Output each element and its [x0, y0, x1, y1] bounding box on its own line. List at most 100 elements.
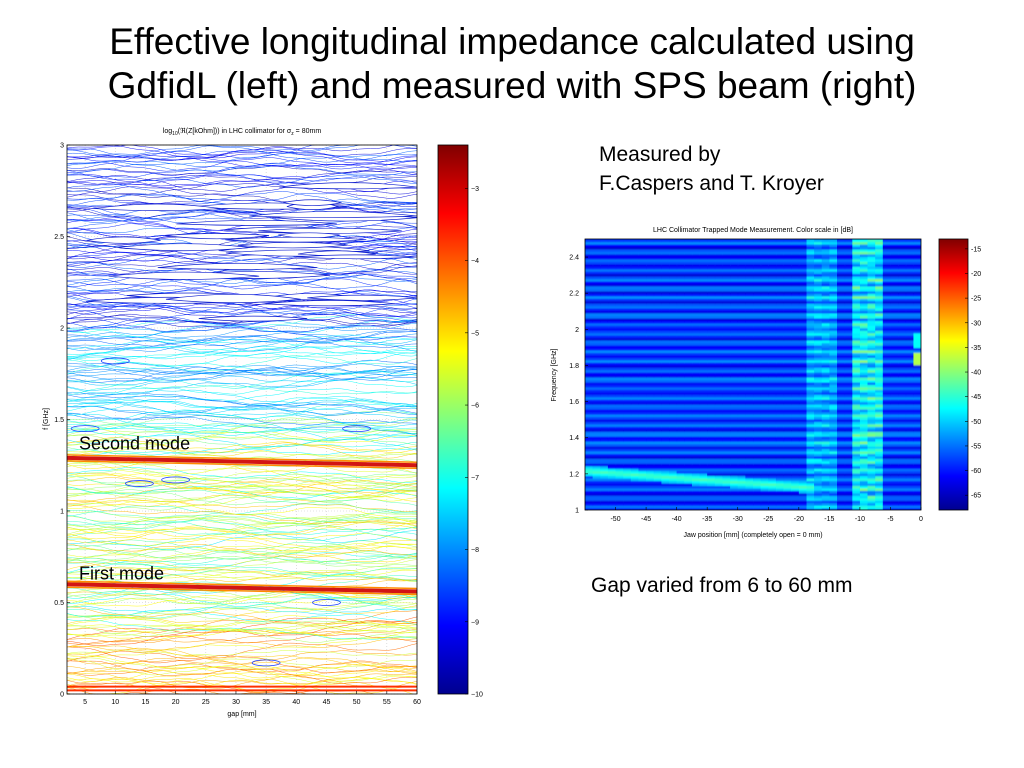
right-heatmap-cell — [867, 431, 876, 435]
right-heatmap-cell — [798, 364, 807, 368]
right-heatmap-cell — [607, 465, 617, 469]
right-heatmap-cell — [859, 271, 869, 275]
right-heatmap-cell — [859, 315, 869, 319]
right-heatmap-cell — [775, 285, 785, 289]
right-heatmap-cell — [890, 507, 899, 510]
right-heatmap-cell — [882, 470, 891, 474]
right-heatmap-cell — [890, 505, 899, 509]
right-heatmap-cell — [585, 337, 594, 341]
right-heatmap-cell — [791, 256, 800, 260]
right-heatmap-cell — [837, 332, 846, 336]
right-heatmap-cell — [783, 379, 792, 383]
left-contour-cell — [251, 659, 281, 667]
right-heatmap-cell — [669, 305, 678, 309]
right-heatmap-cell — [669, 283, 678, 287]
right-heatmap-cell — [699, 308, 708, 312]
right-heatmap-cell — [607, 421, 617, 425]
right-heatmap-cell — [592, 300, 601, 304]
right-heatmap-cell — [623, 322, 632, 326]
right-heatmap-cell — [592, 344, 601, 348]
right-heatmap-cell — [684, 322, 693, 326]
right-heatmap-cell — [890, 450, 899, 454]
right-heatmap-cell — [600, 258, 609, 262]
right-heatmap-cell — [638, 325, 647, 329]
right-heatmap-cell — [760, 391, 769, 395]
right-heatmap-cell — [882, 342, 891, 346]
right-heatmap-cell — [676, 438, 685, 442]
left-contour-line — [67, 173, 417, 194]
right-heatmap-cell — [829, 500, 838, 504]
right-heatmap-cell — [707, 273, 716, 277]
right-heatmap-cell — [699, 505, 708, 509]
right-heatmap-cell — [867, 495, 876, 499]
right-heatmap-cell — [653, 441, 662, 445]
right-heatmap-cell — [760, 384, 769, 388]
right-heatmap-cell — [913, 367, 921, 371]
right-heatmap-cell — [691, 288, 701, 292]
right-heatmap-cell — [837, 312, 846, 316]
right-heatmap-cell — [691, 280, 701, 284]
right-heatmap-cell — [775, 332, 785, 336]
right-heatmap-cell — [661, 381, 670, 385]
right-heatmap-cell — [837, 372, 846, 376]
right-heatmap-cell — [829, 312, 838, 316]
right-heatmap-cell — [630, 505, 639, 509]
right-heatmap-cell — [814, 404, 823, 408]
right-heatmap-cell — [737, 436, 746, 440]
right-heatmap-cell — [829, 367, 838, 371]
right-heatmap-cell — [798, 428, 807, 432]
right-heatmap-cell — [607, 359, 617, 363]
right-heatmap-cell — [768, 332, 777, 336]
right-heatmap-cell — [882, 256, 891, 260]
right-heatmap-cell — [730, 391, 739, 395]
right-heatmap-cell — [592, 347, 601, 351]
right-heatmap-cell — [905, 310, 914, 314]
right-heatmap-cell — [783, 482, 792, 486]
right-heatmap-cell — [737, 349, 746, 353]
right-heatmap-cell — [760, 261, 769, 265]
right-heatmap-cell — [859, 465, 869, 469]
right-heatmap-cell — [753, 276, 762, 280]
right-heatmap-cell — [684, 330, 693, 334]
right-heatmap-cell — [898, 468, 907, 472]
right-heatmap-cell — [905, 280, 914, 284]
right-heatmap-cell — [898, 335, 907, 339]
right-heatmap-cell — [722, 295, 731, 299]
right-heatmap-cell — [722, 317, 731, 321]
right-heatmap-cell — [837, 507, 846, 510]
right-heatmap-cell — [814, 431, 823, 435]
right-heatmap-cell — [676, 433, 685, 437]
right-heatmap-cell — [768, 320, 777, 324]
right-heatmap-cell — [844, 337, 853, 341]
right-heatmap-cell — [623, 261, 632, 265]
right-heatmap-cell — [814, 507, 823, 510]
right-heatmap-cell — [844, 455, 853, 459]
right-heatmap-cell — [699, 386, 708, 390]
right-heatmap-cell — [684, 340, 693, 344]
right-heatmap-cell — [669, 500, 678, 504]
right-heatmap-cell — [630, 315, 639, 319]
right-heatmap-cell — [600, 475, 609, 479]
right-heatmap-cell — [783, 322, 792, 326]
right-heatmap-cell — [691, 391, 701, 395]
right-heatmap-cell — [722, 492, 731, 496]
right-heatmap-cell — [867, 502, 876, 506]
right-heatmap-cell — [737, 426, 746, 430]
right-heatmap-cell — [661, 362, 670, 366]
right-heatmap-cell — [867, 283, 876, 287]
right-heatmap-cell — [745, 487, 754, 491]
right-heatmap-cell — [837, 377, 846, 381]
right-heatmap-cell — [753, 359, 762, 363]
right-heatmap-cell — [814, 421, 823, 425]
right-heatmap-cell — [676, 416, 685, 420]
right-heatmap-cell — [730, 421, 739, 425]
right-heatmap-cell — [882, 409, 891, 413]
right-heatmap-cell — [630, 327, 639, 331]
right-heatmap-cell — [623, 436, 632, 440]
right-heatmap-cell — [737, 381, 746, 385]
right-heatmap-cell — [676, 480, 685, 484]
right-heatmap-cell — [691, 431, 701, 435]
right-heatmap-cell — [592, 396, 601, 400]
right-heatmap-cell — [669, 386, 678, 390]
right-heatmap-cell — [821, 369, 830, 373]
